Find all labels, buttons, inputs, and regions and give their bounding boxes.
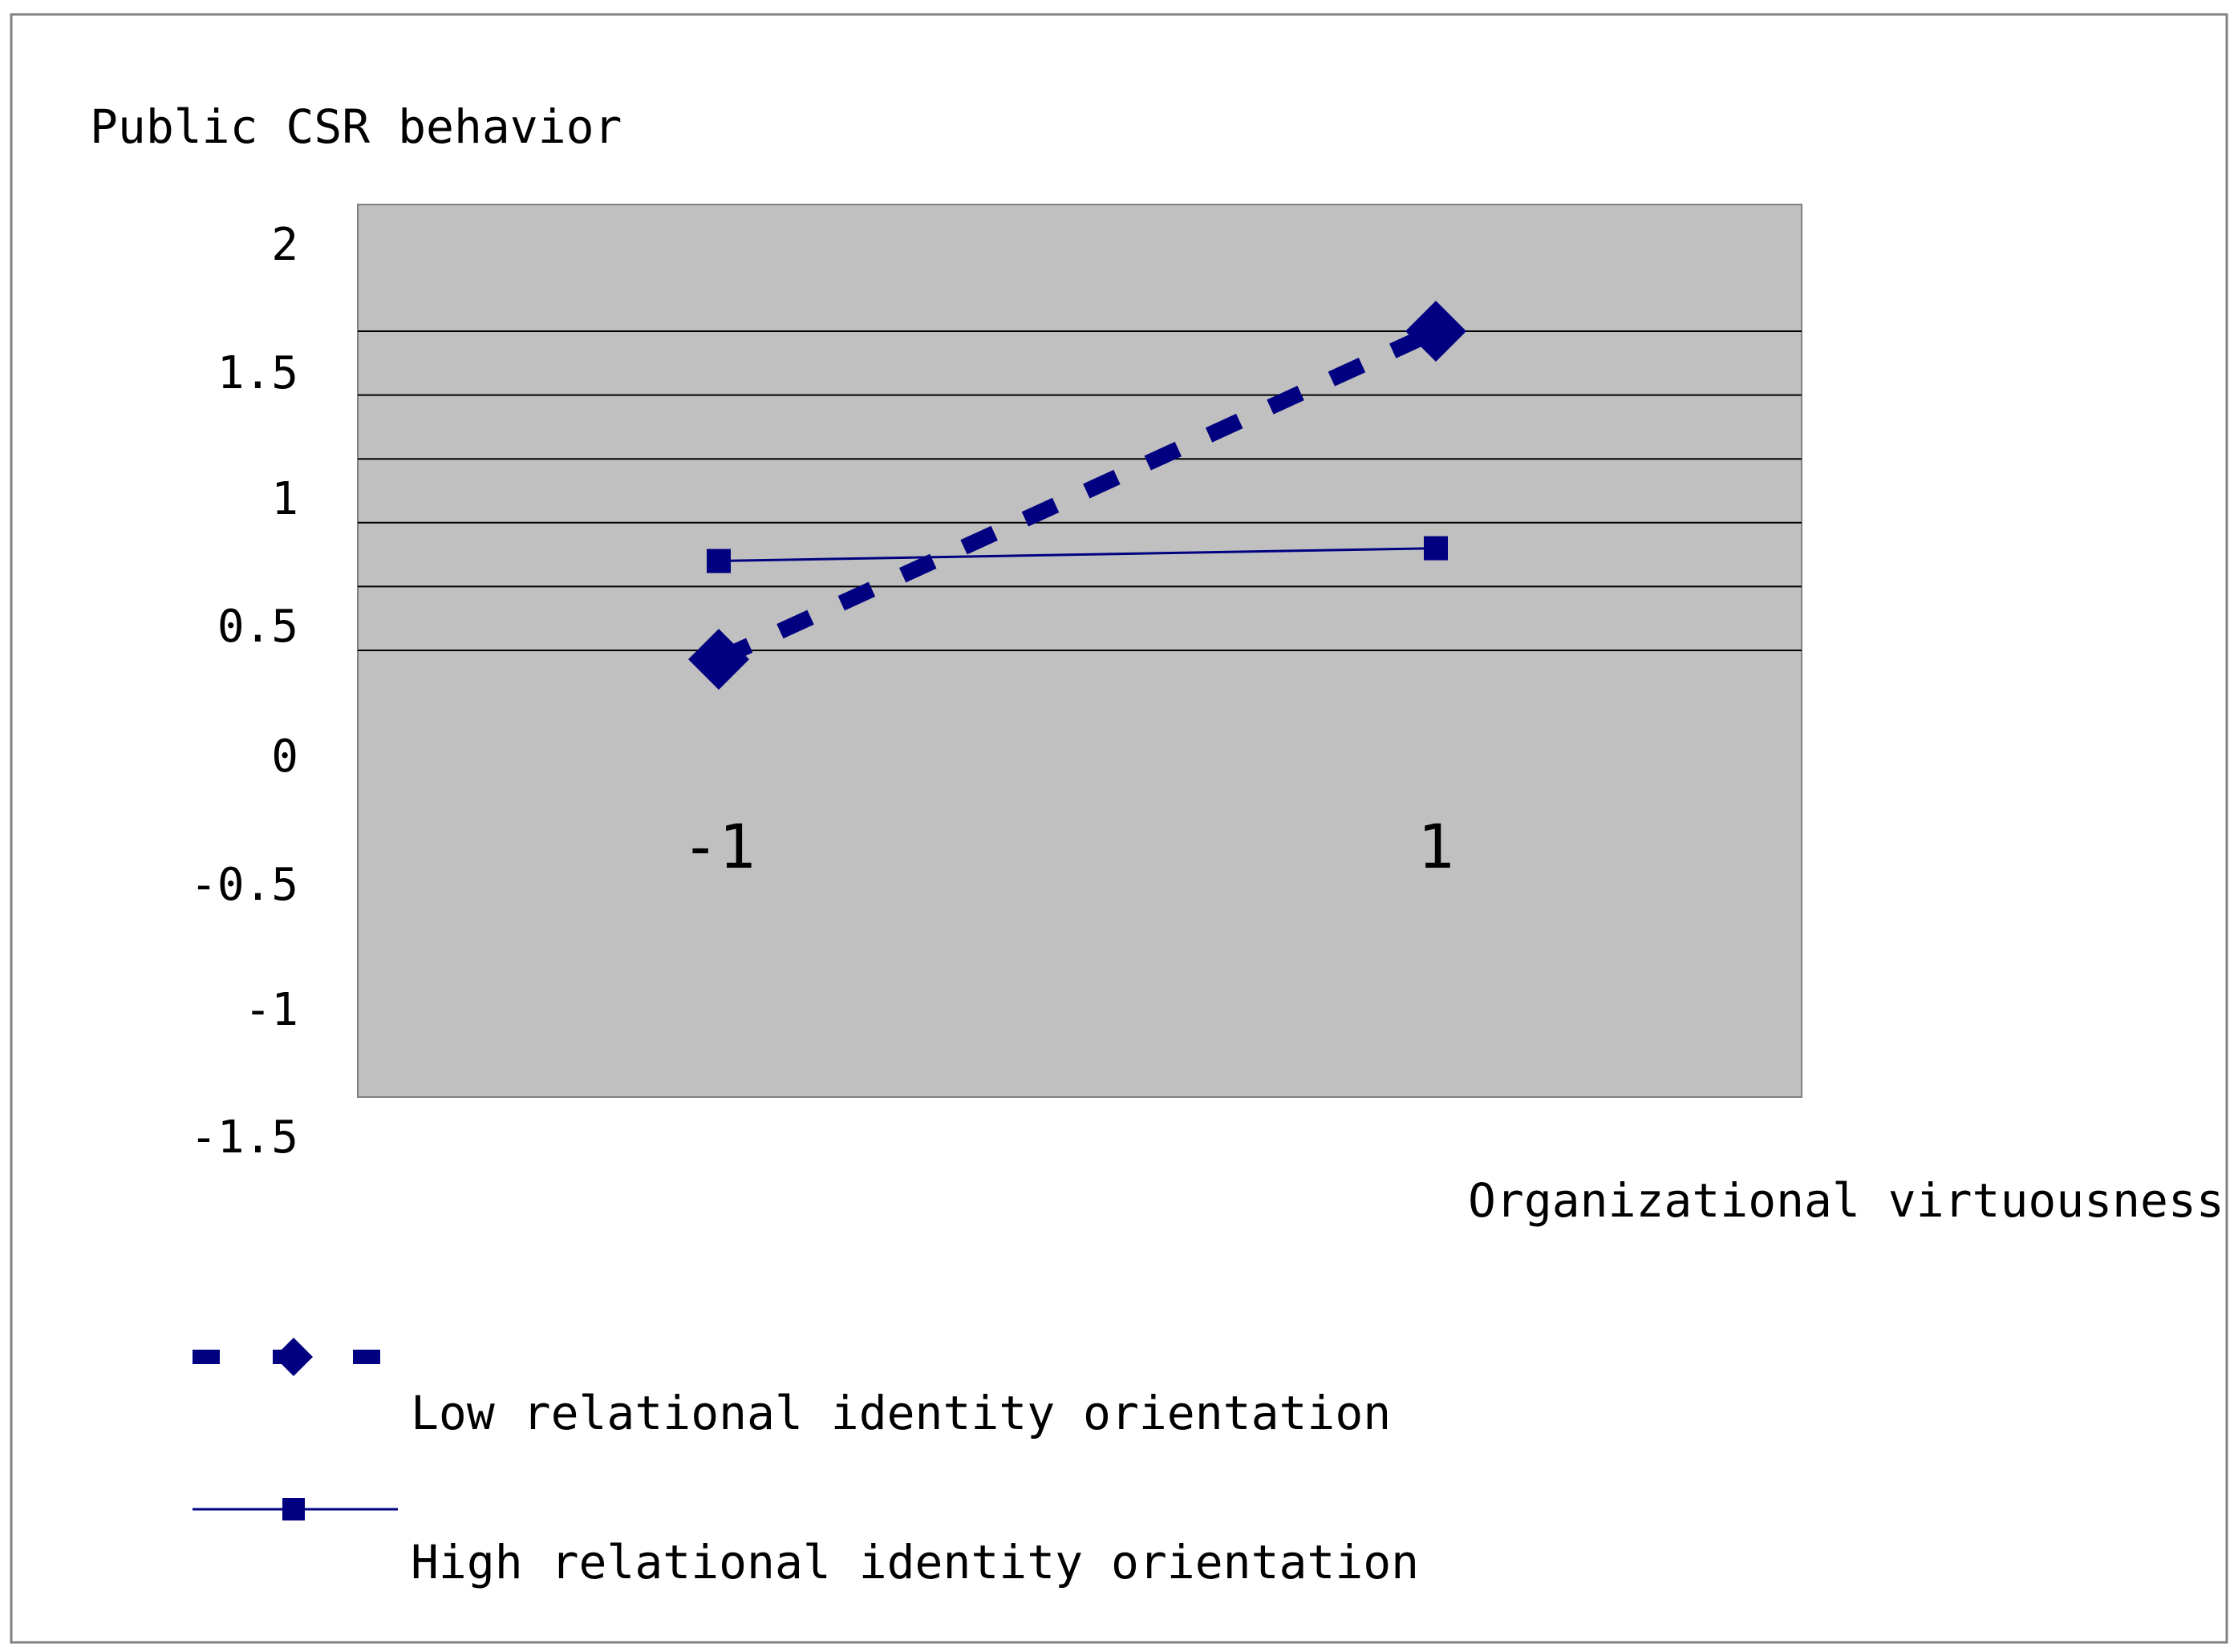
legend-entry: High relational identity orientation [193,1498,1419,1589]
y-tick-label: 1.5 [217,347,298,399]
x-axis-title: Organizational virtuousness [1468,1173,2224,1228]
x-tick-label: 1 [1417,811,1454,882]
y-tick-label: -1.5 [190,1111,298,1164]
data-point-square [707,549,731,573]
x-tick-label: -1 [682,811,756,882]
y-tick-label: 2 [271,219,298,271]
legend-marker-diamond [274,1338,313,1376]
legend-label: Low relational identity orientation [411,1386,1391,1440]
legend-label: High relational identity orientation [411,1535,1419,1589]
x-axis-tick-labels: -1 1 [682,811,1454,882]
legend-marker-square [282,1498,305,1520]
y-tick-label: 0.5 [217,601,298,653]
gridlines [358,330,1802,651]
series-layer [688,301,1466,690]
data-point-square [1424,536,1448,561]
data-point-diamond [688,629,749,690]
y-tick-label: 1 [271,473,298,525]
high-orientation-line [718,547,1437,563]
legend-entry: Low relational identity orientation [193,1338,1391,1440]
y-tick-label: 0 [271,731,298,783]
legend: Low relational identity orientation High … [193,1338,1419,1589]
y-tick-label: -1 [245,984,298,1036]
y-axis-title: Public CSR behavior [90,99,622,154]
data-point-diamond [1405,301,1466,362]
y-axis-tick-labels: 2 1.5 1 0.5 0 -0.5 -1 -1.5 [190,219,298,1164]
y-tick-label: -0.5 [190,859,298,911]
